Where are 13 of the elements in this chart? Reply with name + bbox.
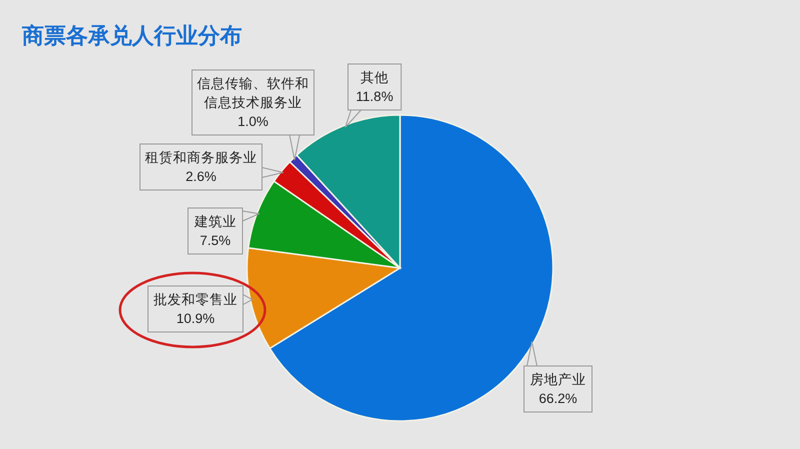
slice-label: 其他 (360, 70, 389, 86)
slice-label: 建筑业 (193, 214, 236, 230)
data-label: 10.9% (176, 311, 215, 326)
data-label: 11.8% (356, 89, 394, 104)
slice-label: 房地产业 (530, 372, 586, 388)
slice-label: 信息传输、软件和信息技术服务业 (197, 76, 309, 110)
chart-title: 商票各承兑人行业分布 (21, 23, 242, 48)
data-label: 7.5% (200, 233, 231, 248)
data-label: 1.0% (238, 114, 268, 130)
data-label: 66.2% (538, 391, 578, 406)
slice-label: 租赁和商务服务业 (145, 150, 257, 166)
data-label: 2.6% (186, 169, 216, 184)
slice-label: 批发和零售业 (154, 292, 238, 308)
